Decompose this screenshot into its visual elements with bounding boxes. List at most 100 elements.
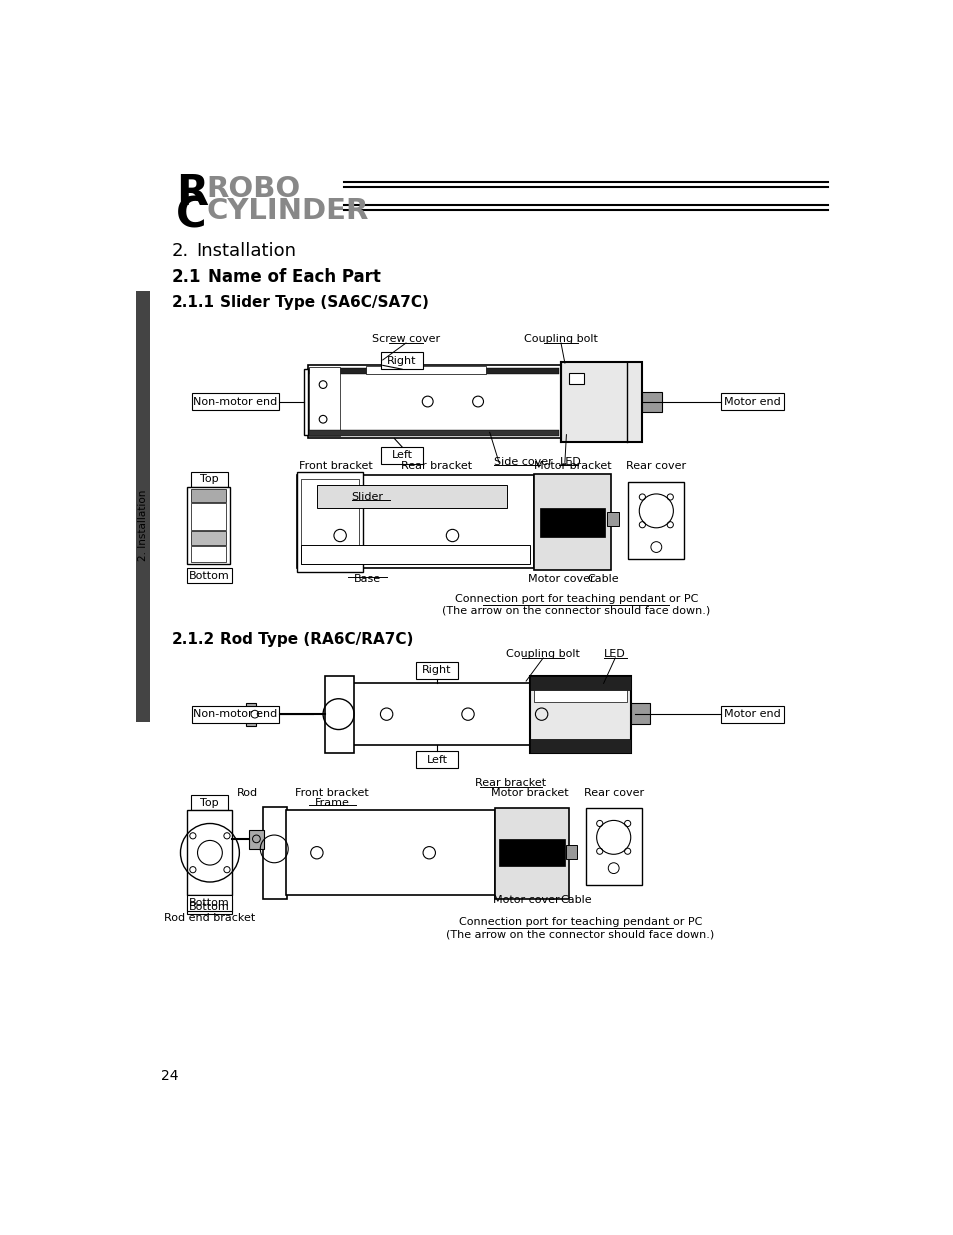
Bar	[309, 367, 340, 436]
Bar	[568, 373, 583, 384]
Bar	[380, 447, 423, 464]
Text: C: C	[175, 195, 206, 237]
Text: LED: LED	[558, 457, 580, 467]
Bar	[192, 503, 226, 530]
Bar	[534, 689, 626, 701]
Bar	[560, 362, 641, 442]
Text: Front bracket: Front bracket	[299, 461, 373, 472]
Bar	[630, 703, 649, 724]
Bar	[297, 475, 534, 568]
Bar	[307, 430, 558, 436]
Bar	[566, 845, 577, 858]
Bar	[192, 705, 278, 722]
Bar	[628, 482, 683, 558]
Bar	[249, 830, 264, 848]
Bar	[539, 508, 604, 537]
Text: Cable: Cable	[587, 574, 618, 584]
Bar	[297, 472, 363, 572]
Bar	[607, 513, 618, 526]
Bar	[301, 479, 359, 564]
Text: Non-motor end: Non-motor end	[193, 396, 277, 406]
Text: Bottom: Bottom	[189, 898, 230, 908]
Text: Right: Right	[387, 356, 416, 366]
Text: Rod end bracket: Rod end bracket	[163, 913, 254, 924]
Text: CYLINDER: CYLINDER	[206, 198, 368, 225]
Bar	[530, 676, 630, 752]
Bar	[187, 568, 232, 583]
Bar	[316, 484, 506, 508]
Text: R: R	[175, 172, 208, 214]
Text: Rear bracket: Rear bracket	[401, 461, 472, 472]
Bar	[245, 703, 255, 726]
Text: Slider Type (SA6C/SA7C): Slider Type (SA6C/SA7C)	[220, 295, 429, 310]
Text: Connection port for teaching pendant or PC: Connection port for teaching pendant or …	[455, 594, 698, 604]
Bar	[352, 683, 530, 745]
Text: LED: LED	[604, 650, 625, 659]
Text: Connection port for teaching pendant or PC: Connection port for teaching pendant or …	[458, 918, 701, 927]
Text: 2.1: 2.1	[172, 268, 201, 285]
Bar	[530, 739, 630, 752]
Text: Side cover: Side cover	[493, 457, 552, 467]
Text: Cable: Cable	[560, 895, 592, 905]
Bar	[307, 368, 558, 374]
Text: Rod Type (RA6C/RA7C): Rod Type (RA6C/RA7C)	[220, 632, 413, 647]
Text: Coupling bolt: Coupling bolt	[523, 335, 598, 345]
Text: Frame: Frame	[314, 798, 350, 808]
Bar	[498, 839, 564, 866]
Bar	[307, 366, 641, 438]
Text: Base: Base	[354, 574, 380, 584]
Text: Name of Each Part: Name of Each Part	[208, 268, 381, 285]
Text: 2.: 2.	[172, 242, 189, 259]
Bar	[136, 290, 150, 721]
Text: 24: 24	[161, 1070, 178, 1083]
Bar	[192, 393, 278, 410]
Text: 2. Installation: 2. Installation	[138, 490, 148, 561]
Bar	[192, 531, 226, 545]
Text: ROBO: ROBO	[206, 175, 300, 203]
Bar	[720, 705, 783, 722]
Text: Rear cover: Rear cover	[625, 461, 685, 472]
Text: Rear cover: Rear cover	[583, 788, 643, 798]
Bar	[262, 806, 287, 899]
Bar	[187, 895, 232, 910]
Text: (The arrow on the connector should face down.): (The arrow on the connector should face …	[442, 606, 710, 616]
Text: Screw cover: Screw cover	[372, 335, 439, 345]
Bar	[191, 795, 228, 810]
Bar	[286, 810, 495, 895]
Text: Right: Right	[422, 666, 452, 676]
Bar	[191, 472, 228, 487]
Bar	[192, 489, 226, 503]
Text: 2.1.1: 2.1.1	[172, 295, 214, 310]
Text: Motor bracket: Motor bracket	[491, 788, 568, 798]
Text: Rod: Rod	[236, 788, 257, 798]
Text: Installation: Installation	[196, 242, 296, 259]
Text: (The arrow on the connector should face down.): (The arrow on the connector should face …	[446, 930, 714, 940]
Text: Motor cover: Motor cover	[493, 895, 558, 905]
Text: Motor bracket: Motor bracket	[534, 461, 611, 472]
Bar	[324, 676, 354, 752]
Text: Rear bracket: Rear bracket	[475, 778, 546, 788]
Text: Bottom: Bottom	[189, 571, 230, 580]
Bar	[495, 808, 568, 899]
Bar	[585, 808, 641, 885]
Bar	[301, 545, 530, 564]
Text: Left: Left	[426, 755, 447, 764]
Bar	[416, 662, 457, 679]
Text: Motor cover: Motor cover	[527, 574, 594, 584]
Text: Slider: Slider	[351, 492, 383, 501]
Bar	[641, 393, 661, 412]
Bar	[187, 810, 233, 895]
Bar	[534, 474, 611, 571]
Bar	[530, 676, 630, 689]
Text: Coupling bolt: Coupling bolt	[506, 650, 579, 659]
Text: Bottom: Bottom	[189, 902, 230, 911]
Bar	[303, 369, 307, 435]
Text: 2.1.2: 2.1.2	[172, 632, 215, 647]
Text: Front bracket: Front bracket	[295, 788, 369, 798]
Bar	[365, 366, 485, 374]
Text: Motor end: Motor end	[723, 709, 780, 719]
Text: Motor end: Motor end	[723, 396, 780, 406]
Bar	[416, 751, 457, 768]
Bar	[380, 352, 423, 369]
Text: Top: Top	[199, 474, 218, 484]
